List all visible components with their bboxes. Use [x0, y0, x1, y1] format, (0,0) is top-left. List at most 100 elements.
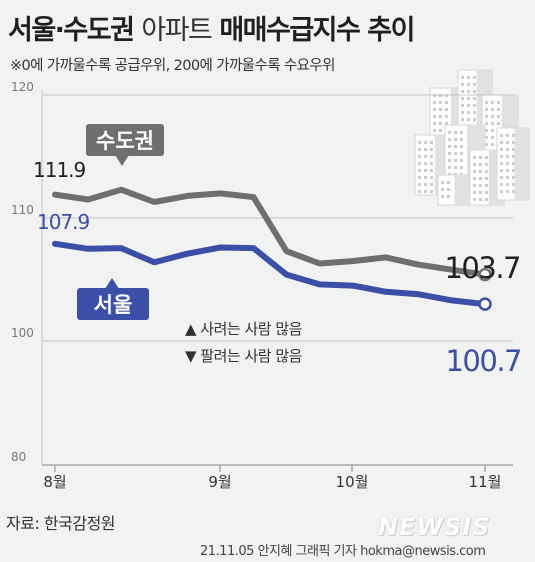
building-window [439, 122, 442, 125]
building-window [485, 143, 488, 146]
building-window [491, 115, 494, 118]
building-window [447, 188, 450, 191]
building-window [473, 198, 476, 201]
building-window [418, 148, 421, 151]
building-window [500, 183, 503, 186]
building-window [473, 83, 476, 86]
building-window [485, 191, 488, 194]
building-window [473, 97, 476, 100]
building-window [467, 97, 470, 100]
building-window [439, 101, 442, 104]
building-window [467, 118, 470, 121]
series-tag-capital-box [86, 124, 164, 156]
building-window [485, 136, 488, 139]
building-window [500, 190, 503, 193]
building-window [473, 191, 476, 194]
building-window [473, 104, 476, 107]
building-window [433, 108, 436, 111]
building-window [448, 152, 451, 155]
chart-title: 서울·수도권 아파트 매매수급지수 추이 [8, 8, 415, 47]
building-window [439, 129, 442, 132]
building-window [512, 162, 515, 165]
building-window [448, 166, 451, 169]
building-window [441, 195, 444, 198]
newsis-watermark: NEWSIS [378, 513, 491, 541]
title-region: 서울·수도권 [8, 15, 135, 46]
building-window [500, 141, 503, 144]
building-window [485, 184, 488, 187]
building-window [485, 129, 488, 132]
building-window [467, 111, 470, 114]
building-window [418, 190, 421, 193]
building-window [473, 76, 476, 79]
building-window [447, 181, 450, 184]
building-window [441, 188, 444, 191]
building-window [479, 184, 482, 187]
building-window [460, 145, 463, 148]
building-window [448, 145, 451, 148]
building-window [506, 162, 509, 165]
building-window [491, 143, 494, 146]
building-window [512, 148, 515, 151]
building-window [506, 176, 509, 179]
building-window [447, 195, 450, 198]
building-window [461, 111, 464, 114]
building-window [500, 155, 503, 158]
building-window [461, 83, 464, 86]
building-side [514, 128, 529, 200]
building-window [479, 163, 482, 166]
building-window [433, 129, 436, 132]
x-axis: 8월 9월 10월 11월 [42, 464, 513, 491]
building-window [500, 162, 503, 165]
building-window [448, 131, 451, 134]
building-window [424, 183, 427, 186]
building-window [473, 170, 476, 173]
building-window [454, 145, 457, 148]
legend-sellers-more: ▼ 팔려는 사람 많음 [185, 347, 302, 365]
building-window [430, 155, 433, 158]
x-tick-label: 8월 [43, 473, 66, 491]
series-tag-capital: 수도권 [86, 124, 164, 166]
building-window [512, 155, 515, 158]
graphic-credit: 21.11.05 안지혜 그래픽 기자 hokma@newsis.com [200, 544, 486, 559]
building-window [497, 101, 500, 104]
building-window [445, 108, 448, 111]
legend-buyers-more: ▲ 사려는 사람 많음 [185, 320, 302, 338]
x-tick-label: 9월 [208, 473, 231, 491]
building-window [491, 108, 494, 111]
building-window [500, 169, 503, 172]
building-window [448, 138, 451, 141]
building-window [467, 83, 470, 86]
y-tick-label: 80 [11, 450, 26, 464]
start-value-label-capital: 111.9 [33, 158, 86, 182]
building-window [467, 76, 470, 79]
building-window [479, 191, 482, 194]
series-tag-capital-pointer [115, 155, 129, 166]
building-window [454, 166, 457, 169]
building-window [485, 122, 488, 125]
building-window [473, 156, 476, 159]
building-window [485, 108, 488, 111]
building-window [479, 156, 482, 159]
series-tag-seoul-box [77, 288, 149, 320]
building-window [473, 177, 476, 180]
building-window [497, 108, 500, 111]
building-window [433, 115, 436, 118]
series-tag-seoul-text: 서울 [94, 293, 133, 317]
building-window [512, 190, 515, 193]
building-window [430, 183, 433, 186]
building-window [512, 183, 515, 186]
building-window [445, 115, 448, 118]
building-window [512, 169, 515, 172]
series-line-0 [52, 186, 488, 278]
building-window [506, 169, 509, 172]
building-window [485, 115, 488, 118]
building-window [418, 141, 421, 144]
building-window [473, 163, 476, 166]
building-window [445, 101, 448, 104]
building-window [473, 118, 476, 121]
building-window [430, 169, 433, 172]
building-window [460, 131, 463, 134]
building-window [460, 138, 463, 141]
building-window [506, 141, 509, 144]
